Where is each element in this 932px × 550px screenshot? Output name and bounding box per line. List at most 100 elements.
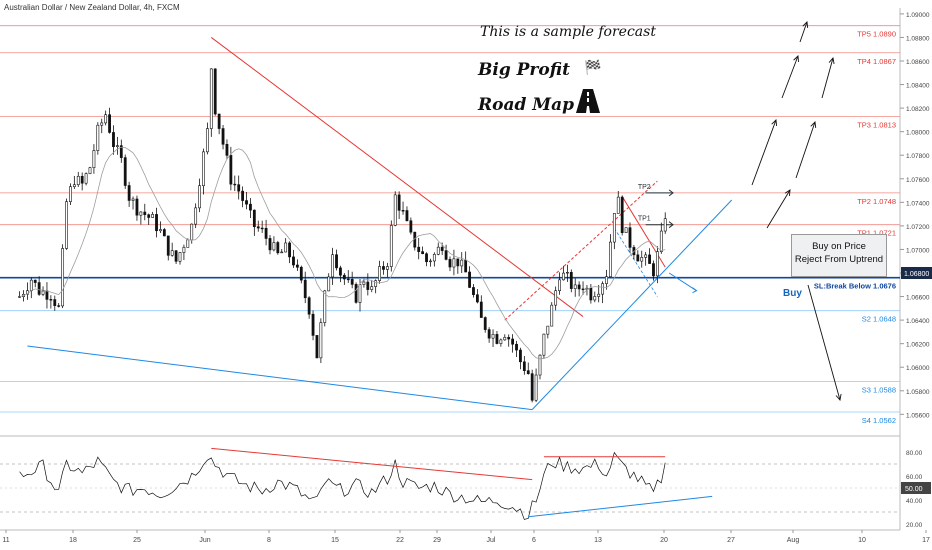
candle-body [640, 257, 644, 262]
level-label: TP2 1.0748 [857, 197, 896, 206]
time-tick-label: 10 [858, 537, 866, 544]
trend-lines: TP1 TP2 [27, 37, 733, 411]
candle-body [190, 223, 194, 241]
candle-body [522, 361, 526, 371]
candle-body [393, 194, 397, 226]
candle-body [382, 266, 385, 270]
rsi-tick-label: 40.00 [906, 498, 923, 505]
candle-body [468, 271, 471, 288]
candle-body [366, 281, 370, 290]
price-axis: 1.09000 1.08800 1.08600 1.08400 1.08200 1.080… [900, 12, 932, 419]
forecast-arrow [751, 119, 777, 186]
buy-callout: Buy on Price Reject From Uptrend [791, 234, 887, 277]
candle-body [577, 284, 581, 290]
candle-body [217, 113, 221, 129]
candle-body [303, 279, 307, 299]
candle-body [581, 288, 585, 291]
candle-body [295, 264, 299, 268]
candle-body [237, 184, 241, 192]
candle-body [605, 276, 608, 284]
candle-body [346, 278, 350, 281]
candle-body [616, 196, 620, 214]
candle-body [264, 227, 268, 239]
candle-body [143, 211, 147, 216]
flag-bottom-line [614, 228, 658, 297]
candle-body [115, 145, 119, 147]
candle-body [456, 258, 460, 267]
forecast-arrow-head [802, 21, 809, 29]
candle-body [370, 286, 374, 290]
price-tick-label: 1.09000 [906, 12, 930, 19]
time-tick-label: 20 [660, 537, 668, 544]
big-profit-label: Big Profit [478, 60, 570, 80]
candle-body [170, 250, 174, 256]
candle-body [151, 214, 155, 218]
forecast-arrow [766, 189, 791, 229]
candle-body [487, 329, 491, 339]
candle-body [620, 196, 624, 233]
candle-body [350, 279, 354, 285]
time-tick-label: 11 [2, 537, 9, 544]
candle-body [483, 317, 487, 330]
candle-body [378, 266, 381, 281]
candle-body [503, 337, 507, 341]
candle-body [335, 254, 338, 269]
price-tick-label: 1.05800 [906, 389, 930, 396]
candle-body [182, 247, 186, 253]
candle-body [209, 68, 213, 129]
candle-body [495, 334, 499, 344]
candlesticks [18, 68, 667, 403]
downtrend-line [211, 37, 584, 317]
rsi-tick-label: 20.00 [906, 522, 923, 529]
candle-body [597, 293, 601, 297]
price-tick-label: 1.05600 [906, 412, 930, 419]
candle-body [609, 241, 612, 277]
candle-body [249, 203, 252, 211]
time-tick-label: 15 [331, 537, 339, 544]
candle-body [256, 226, 260, 229]
ma-line [19, 146, 666, 360]
candle-body [260, 227, 264, 230]
candle-body [213, 68, 217, 115]
candle-body [272, 242, 276, 251]
candle-body [663, 218, 667, 232]
price-tick-label: 1.06600 [906, 295, 930, 302]
candle-body [327, 276, 331, 292]
candle-body [331, 254, 335, 278]
candle-body [276, 242, 280, 254]
candle-body [245, 200, 248, 205]
price-tick-label: 1.06200 [906, 342, 930, 349]
price-tick-label: 1.07800 [906, 153, 930, 160]
time-tick-label: Jun [199, 537, 210, 544]
time-tick-label: 8 [267, 537, 271, 544]
candle-body [76, 175, 80, 186]
candle-body [655, 251, 659, 277]
candle-body [178, 252, 182, 262]
rsi-line [19, 451, 666, 520]
level-label: TP3 1.0813 [857, 120, 896, 129]
candle-body [444, 250, 448, 260]
time-tick-label: 25 [133, 537, 141, 544]
candle-body [472, 287, 475, 296]
time-tick-label: 29 [433, 537, 441, 544]
uptrend-line [531, 199, 733, 410]
candle-body [397, 194, 401, 211]
tp-marker-head [668, 221, 674, 229]
candle-body [108, 114, 111, 133]
candle-body [205, 128, 209, 153]
candle-body [194, 207, 198, 225]
candle-body [342, 274, 346, 280]
candle-body [61, 248, 65, 307]
road-map-label: Road Map [478, 95, 575, 115]
candle-body [628, 227, 632, 248]
candle-body [612, 213, 616, 243]
candle-body [202, 151, 205, 187]
candle-body [429, 260, 432, 263]
candle-body [421, 251, 425, 255]
candle-body [198, 185, 201, 209]
time-tick-label: 13 [594, 537, 602, 544]
candle-body [452, 258, 456, 268]
